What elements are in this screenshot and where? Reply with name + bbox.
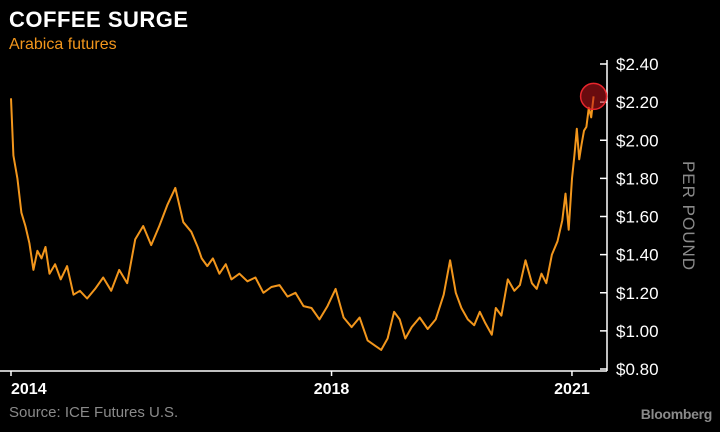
y-axis-label: PER POUND [679,161,698,271]
x-axis-ticks: 2014 2018 2021 [10,371,590,398]
y-tick-label: $2.40 [616,55,659,74]
y-tick-label: $1.20 [616,284,659,303]
y-tick-label: $1.40 [616,246,659,265]
y-axis-ticks: $0.80 $1.00 $1.20 $1.40 $1.60 $1.80 $2.00 $2.20… [600,55,659,379]
chart-title: COFFEE SURGE [9,7,189,32]
brand-logo: Bloomberg [640,406,713,422]
highlight-marker [579,82,608,111]
x-tick-label: 2021 [554,381,590,398]
y-tick-label: $1.80 [616,169,659,188]
x-tick-label: 2018 [314,381,350,398]
x-tick-label: 2014 [11,381,47,398]
source-note: Source: ICE Futures U.S. [9,404,179,421]
y-tick-label: $2.00 [616,131,659,150]
y-tick-label: $1.60 [616,208,659,227]
y-tick-label: $1.00 [616,322,659,341]
series-line-arabica [10,96,595,351]
y-tick-label: $2.20 [616,93,659,112]
series-group [10,82,608,351]
chart-subtitle: Arabica futures [9,36,117,53]
y-tick-label: $0.80 [616,360,659,379]
